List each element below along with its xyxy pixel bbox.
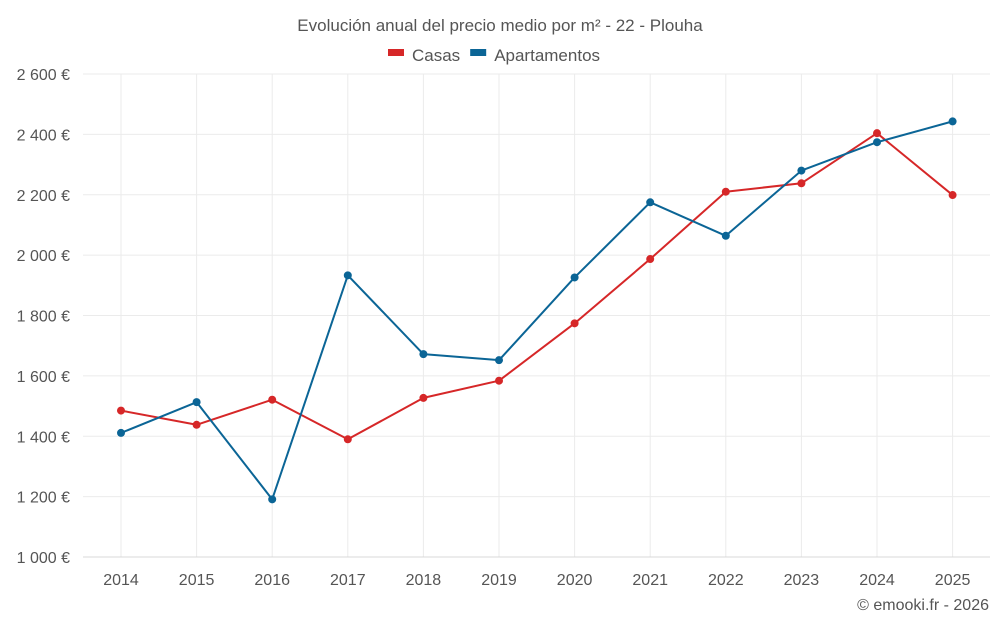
y-tick-label: 1 400 € xyxy=(17,429,70,446)
y-axis-tick-labels: 1 000 € 1 200 € 1 400 € 1 600 € 1 800 € 2 000… xyxy=(17,67,70,567)
y-tick-label: 2 600 € xyxy=(17,67,70,84)
x-tick-label: 2025 xyxy=(935,572,971,589)
data-point-apartamentos[interactable] xyxy=(495,356,503,365)
x-tick-label: 2022 xyxy=(708,572,744,589)
x-tick-label: 2014 xyxy=(103,572,139,589)
data-point-casas[interactable] xyxy=(495,376,503,385)
data-point-apartamentos[interactable] xyxy=(268,495,277,504)
x-tick-label: 2020 xyxy=(557,572,593,589)
y-tick-label: 1 000 € xyxy=(17,550,70,567)
legend-label: Casas xyxy=(412,46,460,65)
data-point-casas[interactable] xyxy=(721,187,730,196)
y-tick-label: 1 200 € xyxy=(17,490,70,507)
data-point-casas[interactable] xyxy=(192,420,201,429)
data-point-apartamentos[interactable] xyxy=(797,166,806,175)
x-axis-tick-labels: 2014 2015 2016 2017 2018 2019 2020 2021 2022 2023… xyxy=(103,572,970,589)
data-point-apartamentos[interactable] xyxy=(646,198,655,207)
legend-item-apartamentos[interactable]: Apartamentos xyxy=(470,46,600,65)
legend-item-casas[interactable]: Casas xyxy=(388,46,460,65)
x-tick-label: 2017 xyxy=(330,572,366,589)
data-point-apartamentos[interactable] xyxy=(343,271,352,280)
data-point-apartamentos[interactable] xyxy=(570,273,579,282)
data-point-casas[interactable] xyxy=(948,191,957,200)
data-point-apartamentos[interactable] xyxy=(419,350,428,359)
data-point-casas[interactable] xyxy=(419,393,428,402)
series-layer xyxy=(117,117,957,504)
x-tick-label: 2024 xyxy=(859,572,895,589)
data-point-apartamentos[interactable] xyxy=(721,231,730,240)
x-tick-label: 2021 xyxy=(632,572,668,589)
legend-swatch xyxy=(388,49,404,56)
y-gridlines xyxy=(83,73,990,498)
series-line-apartamentos xyxy=(120,120,953,501)
chart-legend: Casas Apartamentos xyxy=(388,46,600,65)
x-tick-label: 2016 xyxy=(254,572,290,589)
legend-swatch xyxy=(470,49,487,56)
y-tick-label: 2 400 € xyxy=(17,127,70,144)
data-point-casas[interactable] xyxy=(343,435,352,444)
x-tick-label: 2015 xyxy=(179,572,215,589)
x-tick-label: 2023 xyxy=(784,572,820,589)
data-point-casas[interactable] xyxy=(646,255,655,264)
chart-credit: © emooki.fr - 2026 xyxy=(857,597,989,614)
data-point-apartamentos[interactable] xyxy=(117,428,125,437)
data-point-casas[interactable] xyxy=(797,179,806,188)
y-tick-label: 2 000 € xyxy=(17,248,70,265)
chart-title: Evolución anual del precio medio por m² … xyxy=(297,16,703,35)
series-apartamentos xyxy=(117,117,957,504)
y-tick-label: 2 200 € xyxy=(17,188,70,205)
data-point-casas[interactable] xyxy=(268,395,277,404)
x-gridlines xyxy=(120,74,954,557)
data-point-apartamentos[interactable] xyxy=(873,138,881,147)
data-point-casas[interactable] xyxy=(570,319,579,328)
data-point-apartamentos[interactable] xyxy=(192,398,201,407)
series-casas xyxy=(117,129,957,444)
x-tick-label: 2019 xyxy=(481,572,517,589)
data-point-casas[interactable] xyxy=(117,406,125,415)
y-tick-label: 1 800 € xyxy=(17,309,70,326)
series-line-casas xyxy=(120,132,954,441)
data-point-apartamentos[interactable] xyxy=(948,117,957,126)
data-point-casas[interactable] xyxy=(873,129,881,138)
legend-label: Apartamentos xyxy=(494,46,600,65)
x-tick-label: 2018 xyxy=(406,572,442,589)
y-tick-label: 1 600 € xyxy=(17,369,70,386)
